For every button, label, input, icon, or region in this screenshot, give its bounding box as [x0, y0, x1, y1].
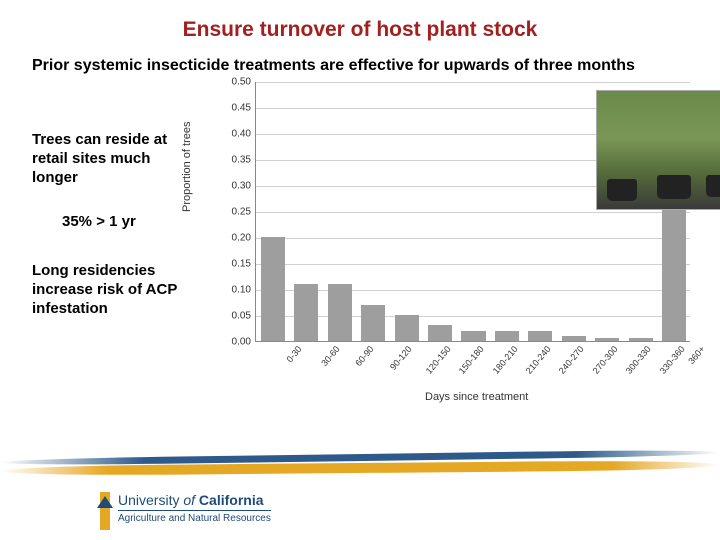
gridline: [256, 82, 690, 83]
y-tick-label: 0.25: [232, 207, 256, 218]
content-area: Trees can reside at retail sites much lo…: [0, 76, 720, 411]
x-tick-label: 180-210: [490, 344, 519, 376]
bar: [328, 284, 352, 341]
x-tick-label: 360+: [687, 344, 708, 366]
x-tick-label: 240-270: [557, 344, 586, 376]
swoosh-graphic: [0, 450, 720, 486]
text-block-2: Long residencies increase risk of ACP in…: [32, 262, 192, 318]
gridline: [256, 316, 690, 317]
y-tick-label: 0.10: [232, 285, 256, 296]
plot-area: 0.000.050.100.150.200.250.300.350.400.45…: [255, 82, 690, 342]
bar: [629, 338, 653, 341]
logo-line1-c: California: [195, 492, 263, 508]
logo-text: University of California Agriculture and…: [118, 492, 271, 524]
slide-title: Ensure turnover of host plant stock: [0, 0, 720, 42]
x-tick-label: 270-300: [591, 344, 620, 376]
y-tick-label: 0.05: [232, 311, 256, 322]
x-tick-label: 0-30: [284, 344, 303, 364]
gridline: [256, 290, 690, 291]
bar: [562, 336, 586, 341]
x-tick-label: 330-360: [658, 344, 687, 376]
bar: [495, 331, 519, 341]
gridline: [256, 238, 690, 239]
slide-subtitle: Prior systemic insecticide treatments ar…: [0, 42, 720, 76]
stat-line: 35% > 1 yr: [32, 213, 192, 230]
x-tick-label: 210-240: [524, 344, 553, 376]
y-tick-label: 0.30: [232, 181, 256, 192]
logo-mark-icon: [100, 492, 110, 530]
bar: [361, 305, 385, 341]
text-block-1: Trees can reside at retail sites much lo…: [32, 131, 192, 187]
y-axis-label: Proportion of trees: [181, 122, 193, 213]
y-tick-label: 0.40: [232, 129, 256, 140]
bar: [428, 325, 452, 341]
x-tick-label: 120-150: [423, 344, 452, 376]
footer: University of California Agriculture and…: [0, 450, 720, 540]
bar: [294, 284, 318, 341]
x-axis-label: Days since treatment: [425, 391, 528, 403]
gridline: [256, 264, 690, 265]
y-tick-label: 0.15: [232, 259, 256, 270]
x-tick-label: 150-180: [457, 344, 486, 376]
x-tick-label: 90-120: [388, 344, 414, 372]
logo-line1-a: University: [118, 492, 183, 508]
logo-line2: Agriculture and Natural Resources: [118, 510, 271, 524]
y-tick-label: 0.45: [232, 103, 256, 114]
bar: [261, 237, 285, 341]
y-tick-label: 0.50: [232, 77, 256, 88]
gridline: [256, 212, 690, 213]
inset-photo: [596, 90, 720, 210]
left-text-column: Trees can reside at retail sites much lo…: [32, 131, 192, 345]
y-tick-label: 0.20: [232, 233, 256, 244]
y-tick-label: 0.35: [232, 155, 256, 166]
x-tick-label: 300-330: [624, 344, 653, 376]
bar: [595, 338, 619, 341]
x-tick-label: 30-60: [319, 344, 341, 368]
bar: [528, 331, 552, 341]
x-tick-label: 60-90: [353, 344, 375, 368]
bar: [395, 315, 419, 341]
bar: [461, 331, 485, 341]
y-tick-label: 0.00: [232, 337, 256, 348]
uc-logo: University of California Agriculture and…: [100, 492, 271, 530]
bar-chart: Proportion of trees Days since treatment…: [195, 76, 705, 411]
logo-line1-b: of: [183, 492, 195, 508]
